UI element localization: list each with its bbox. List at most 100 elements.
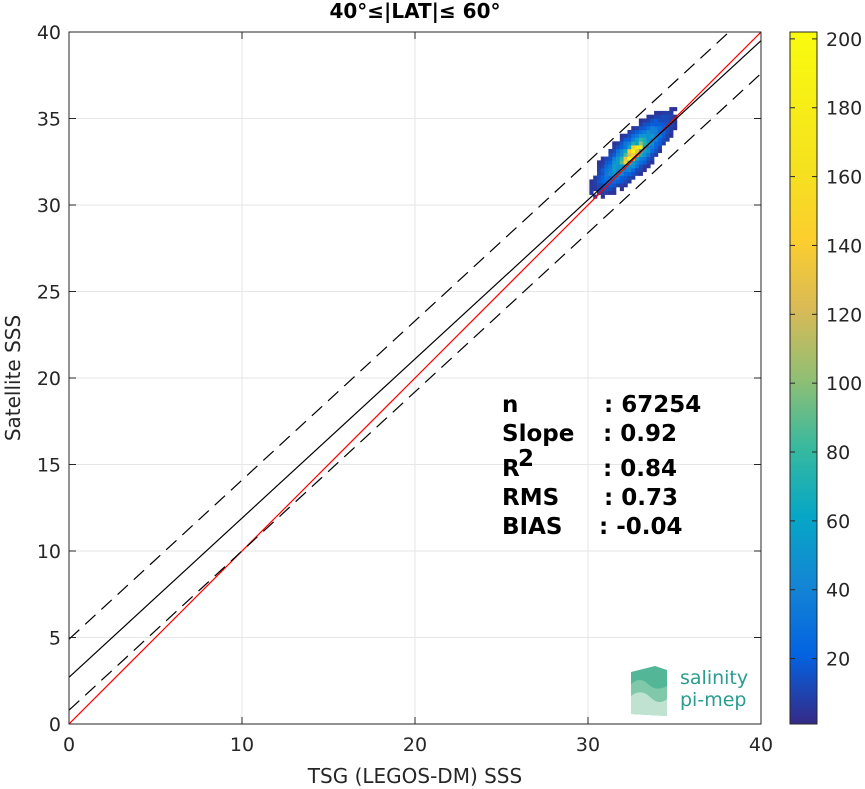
heatmap-cell — [638, 160, 643, 165]
stat-value: : 0.84 — [603, 456, 677, 482]
heatmap-cell — [635, 148, 640, 154]
heatmap-cell — [604, 183, 609, 188]
heatmap-cell — [665, 110, 670, 115]
stat-value: : 0.92 — [603, 421, 677, 447]
heatmap-cell — [616, 167, 621, 173]
heatmap-cell — [619, 164, 624, 169]
heatmap-cell — [612, 156, 617, 161]
heatmap-cell — [604, 167, 609, 173]
heatmap-cell — [650, 122, 655, 127]
heatmap-cell — [665, 118, 670, 123]
heatmap-cell — [604, 179, 609, 184]
heatmap-cell — [665, 122, 670, 127]
heatmap-cell — [657, 110, 662, 115]
heatmap-cell — [616, 145, 621, 150]
logo-line1: salinity — [680, 667, 748, 689]
y-tick-label: 25 — [37, 282, 61, 304]
heatmap-cell — [612, 160, 617, 165]
salinity-pi-mep-logo: salinity pi-mep — [631, 666, 748, 716]
heatmap-cell — [631, 133, 636, 138]
heatmap-cell — [627, 133, 632, 138]
heatmap-cell — [604, 175, 609, 180]
x-tick-label: 0 — [63, 734, 75, 756]
x-axis-label: TSG (LEGOS-DM) SSS — [307, 764, 522, 788]
heatmap-cell — [665, 133, 670, 138]
heatmap-cell — [646, 126, 651, 131]
heatmap-cell — [616, 141, 621, 146]
heatmap-cell — [642, 148, 647, 154]
axis-ticks: 0 10 20 30 40 0 5 10 15 20 25 30 35 40 — [37, 22, 773, 756]
heatmap-cell — [673, 107, 678, 112]
heatmap-cell — [646, 164, 651, 169]
heatmap-cell — [596, 183, 602, 188]
y-tick-label: 0 — [49, 714, 61, 736]
heatmap-cell — [619, 183, 624, 188]
heatmap-cell — [612, 179, 617, 184]
heatmap-cell — [608, 148, 613, 154]
heatmap-cell — [627, 145, 632, 150]
heatmap-cell — [669, 107, 674, 112]
colorbar-tick-label: 60 — [826, 511, 850, 533]
heatmap-cell — [657, 137, 662, 142]
heatmap-cell — [604, 187, 609, 192]
heatmap-cell — [665, 129, 670, 135]
heatmap-cell — [673, 118, 678, 123]
heatmap-cell — [619, 187, 624, 192]
heatmap-cell — [642, 118, 647, 123]
heatmap-cell — [619, 156, 624, 161]
heatmap-cell — [596, 171, 602, 176]
heatmap-cell — [650, 141, 655, 146]
heatmap-cell — [669, 129, 674, 135]
heatmap-cell — [646, 137, 651, 142]
heatmap-cell — [619, 152, 624, 157]
heatmap-cell — [612, 175, 617, 180]
heatmap-cell — [627, 141, 632, 146]
heatmap-cell — [635, 156, 640, 161]
heatmap-cell — [650, 129, 655, 135]
heatmap-cell — [635, 141, 640, 146]
heatmap-cell — [600, 156, 605, 161]
heatmap-cell — [631, 145, 636, 150]
x-tick-label: 20 — [403, 734, 427, 756]
heatmap-cell — [661, 129, 666, 135]
heatmap-cell — [612, 187, 617, 192]
heatmap-cell — [623, 137, 628, 142]
heatmap-cell — [612, 148, 617, 154]
heatmap-cell — [623, 141, 628, 146]
heatmap-cell — [650, 137, 655, 142]
heatmap-cell — [627, 137, 632, 142]
heatmap-cell — [631, 148, 636, 154]
heatmap-cell — [612, 141, 617, 146]
heatmap-cell — [616, 179, 621, 184]
heatmap-cell — [623, 152, 628, 157]
heatmap-cell — [635, 129, 640, 135]
heatmap-cell — [608, 179, 613, 184]
stat-label: BIAS — [502, 514, 562, 540]
heatmap-cell — [596, 167, 602, 173]
heatmap-cell — [665, 114, 670, 119]
heatmap-cell — [627, 179, 632, 184]
heatmap-cell — [604, 160, 609, 165]
heatmap-cell — [657, 145, 662, 150]
heatmap-cell — [669, 122, 674, 127]
colorbar-tick-label: 180 — [826, 98, 862, 120]
heatmap-cell — [596, 175, 602, 180]
reference-lines — [69, 32, 761, 724]
heatmap-cell — [657, 122, 662, 127]
colorbar-tick-label: 100 — [826, 373, 862, 395]
heatmap-cell — [604, 171, 609, 176]
x-tick-label: 40 — [749, 734, 773, 756]
colorbar-tick-label: 80 — [826, 442, 850, 464]
heatmap-cell — [673, 126, 678, 131]
heatmap-cell — [657, 141, 662, 146]
heatmap-cell — [623, 167, 628, 173]
heatmap-cell — [657, 118, 662, 123]
line-regression — [69, 40, 761, 678]
heatmap-cell — [627, 129, 632, 135]
heatmap-cell — [612, 171, 617, 176]
heatmap-cell — [642, 133, 647, 138]
heatmap-cell — [654, 152, 659, 157]
heatmap-cell — [654, 148, 659, 154]
heatmap-cell — [627, 171, 632, 176]
heatmap-cell — [669, 114, 674, 119]
